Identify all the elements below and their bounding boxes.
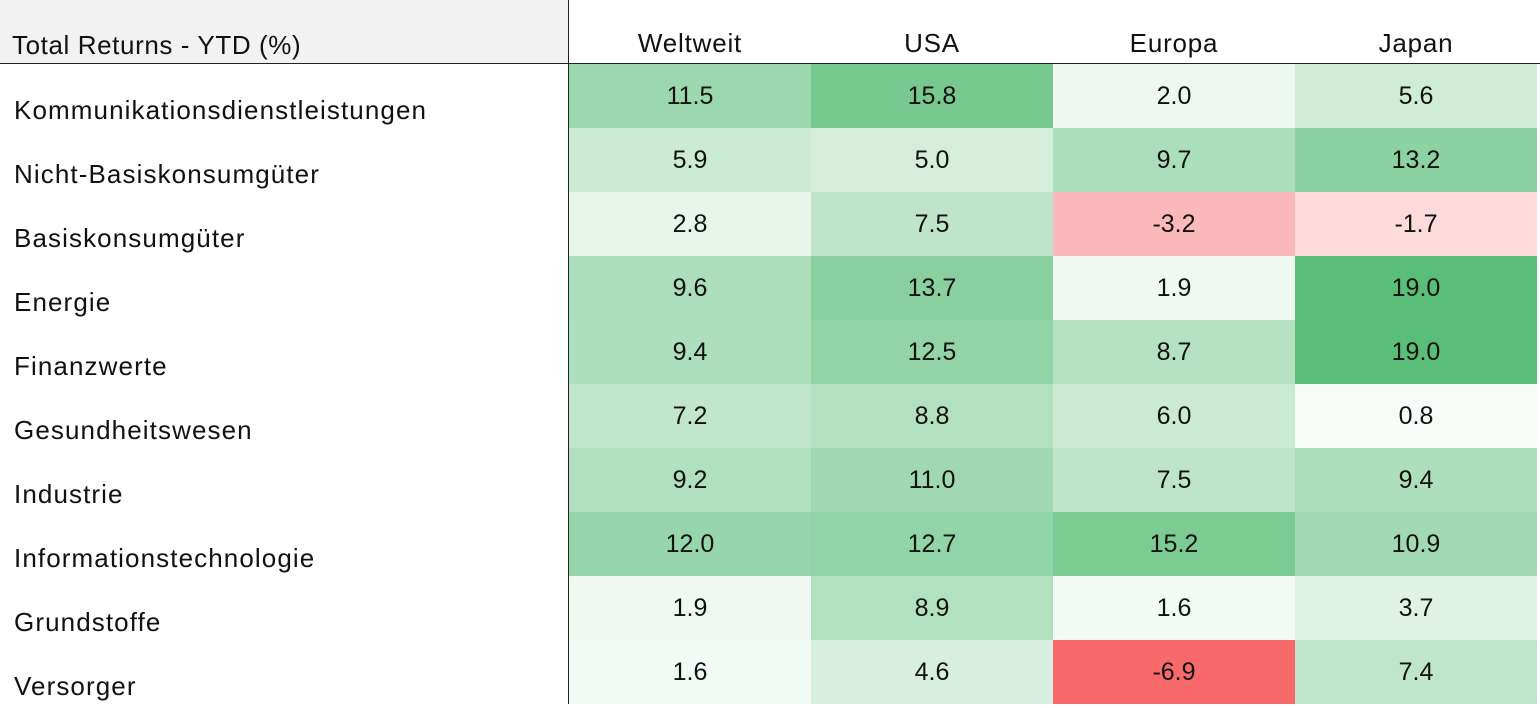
row-label: Informationstechnologie xyxy=(14,543,316,573)
heatmap-cell: 8.8 xyxy=(811,384,1053,448)
row-label: Kommunikationsdienstleistungen xyxy=(14,95,428,125)
heatmap-cell: 13.7 xyxy=(811,256,1053,320)
header-background xyxy=(0,0,568,63)
heatmap-cell: 3.7 xyxy=(1295,576,1537,640)
heatmap-cell: 13.2 xyxy=(1295,128,1537,192)
column-header: Japan xyxy=(1378,28,1454,58)
heatmap-cell: 9.7 xyxy=(1053,128,1295,192)
row-label: Nicht-Basiskonsumgüter xyxy=(14,159,320,189)
heatmap-cell: -1.7 xyxy=(1295,192,1537,256)
heatmap-cell: 7.5 xyxy=(1053,448,1295,512)
heatmap-cell: 10.9 xyxy=(1295,512,1537,576)
heatmap-cell: 5.6 xyxy=(1295,64,1537,128)
column-header: USA xyxy=(904,28,960,58)
heatmap-cell: 9.6 xyxy=(569,256,811,320)
heatmap-cell: 2.8 xyxy=(569,192,811,256)
heatmap-cell: 2.0 xyxy=(1053,64,1295,128)
heatmap-cell: 15.2 xyxy=(1053,512,1295,576)
heatmap-cell: 9.2 xyxy=(569,448,811,512)
heatmap-cell: 8.7 xyxy=(1053,320,1295,384)
label-column-divider xyxy=(568,0,569,704)
heatmap-cell: 19.0 xyxy=(1295,320,1537,384)
row-label: Versorger xyxy=(14,671,137,701)
heatmap-cell: 6.0 xyxy=(1053,384,1295,448)
heatmap-cell: -3.2 xyxy=(1053,192,1295,256)
heatmap-cell: 0.8 xyxy=(1295,384,1537,448)
row-label: Energie xyxy=(14,287,112,317)
heatmap-cell: 7.2 xyxy=(569,384,811,448)
row-label: Basiskonsumgüter xyxy=(14,223,246,253)
table-title: Total Returns - YTD (%) xyxy=(12,30,302,60)
header-divider xyxy=(0,63,1540,64)
row-label: Grundstoffe xyxy=(14,607,162,637)
heatmap-cell: 5.0 xyxy=(811,128,1053,192)
row-label: Finanzwerte xyxy=(14,351,168,381)
heatmap-cell: 1.9 xyxy=(1053,256,1295,320)
heatmap-cell: 9.4 xyxy=(569,320,811,384)
heatmap-cell: 11.5 xyxy=(569,64,811,128)
heatmap-cell: 12.5 xyxy=(811,320,1053,384)
column-header: Europa xyxy=(1129,28,1219,58)
heatmap-cell: 7.5 xyxy=(811,192,1053,256)
heatmap-cell: 7.4 xyxy=(1295,640,1537,704)
heatmap-cell: 5.9 xyxy=(569,128,811,192)
heatmap-cell: 11.0 xyxy=(811,448,1053,512)
column-header: Weltweit xyxy=(637,28,743,58)
heatmap-cell: 12.7 xyxy=(811,512,1053,576)
heatmap-cell: -6.9 xyxy=(1053,640,1295,704)
heatmap-cell: 1.6 xyxy=(569,640,811,704)
heatmap-cell: 15.8 xyxy=(811,64,1053,128)
heatmap-cell: 4.6 xyxy=(811,640,1053,704)
row-label: Gesundheitswesen xyxy=(14,415,253,445)
heatmap-cell: 19.0 xyxy=(1295,256,1537,320)
heatmap-cell: 9.4 xyxy=(1295,448,1537,512)
heatmap-cell: 1.9 xyxy=(569,576,811,640)
heatmap-cell: 12.0 xyxy=(569,512,811,576)
row-label: Industrie xyxy=(14,479,124,509)
heatmap-cell: 8.9 xyxy=(811,576,1053,640)
heatmap-cell: 1.6 xyxy=(1053,576,1295,640)
